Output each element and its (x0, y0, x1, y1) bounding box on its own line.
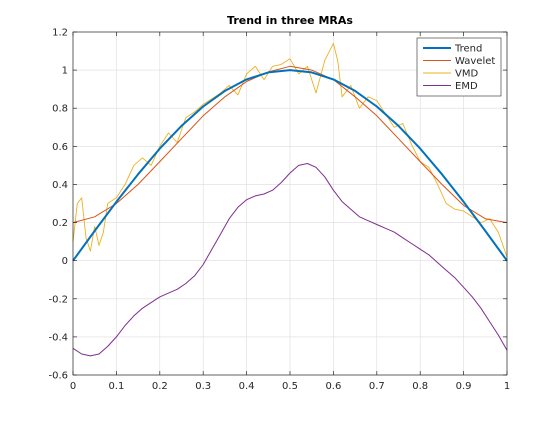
axis-ticks: 0 0.1 0.2 0.3 0.4 0.5 0.6 0.7 0.8 0.9 1 -0.6 -0.4 -0.… (48, 28, 510, 393)
x-tick-label: 0.7 (369, 381, 385, 392)
series-lines (72, 42, 508, 357)
y-tick-label: 0.2 (52, 218, 68, 229)
y-tick-label: -0.4 (48, 332, 68, 343)
x-tick-label: 0.3 (195, 381, 211, 392)
x-tick-label: 0.8 (412, 381, 428, 392)
y-tick-label: 0.4 (52, 180, 68, 191)
x-tick-label: 0.4 (239, 381, 255, 392)
x-tick-label: 0.5 (282, 381, 298, 392)
x-tick-label: 0.9 (456, 381, 472, 392)
y-tick-label: 1.2 (52, 28, 68, 39)
x-tick-label: 0 (70, 381, 76, 392)
legend-label: EMD (455, 81, 478, 92)
legend-label: Trend (454, 44, 482, 55)
x-tick-label: 1 (504, 381, 510, 392)
series-line-emd (72, 163, 508, 357)
y-tick-label: 0.6 (52, 142, 68, 153)
chart-title: Trend in three MRAs (227, 14, 353, 27)
y-tick-label: -0.6 (48, 371, 68, 382)
series-line-vmd (72, 42, 508, 258)
x-tick-label: 0.1 (108, 381, 124, 392)
y-tick-label: -0.2 (48, 294, 68, 305)
x-tick-label: 0.6 (325, 381, 341, 392)
series-line-trend (72, 69, 508, 262)
x-tick-label: 0.2 (152, 381, 168, 392)
legend-label: VMD (455, 69, 478, 80)
legend-label: Wavelet (455, 56, 495, 67)
y-tick-label: 0.8 (52, 104, 68, 115)
y-tick-label: 0 (62, 256, 68, 267)
y-tick-label: 1 (62, 66, 68, 77)
series-line-wavelet (72, 65, 508, 224)
